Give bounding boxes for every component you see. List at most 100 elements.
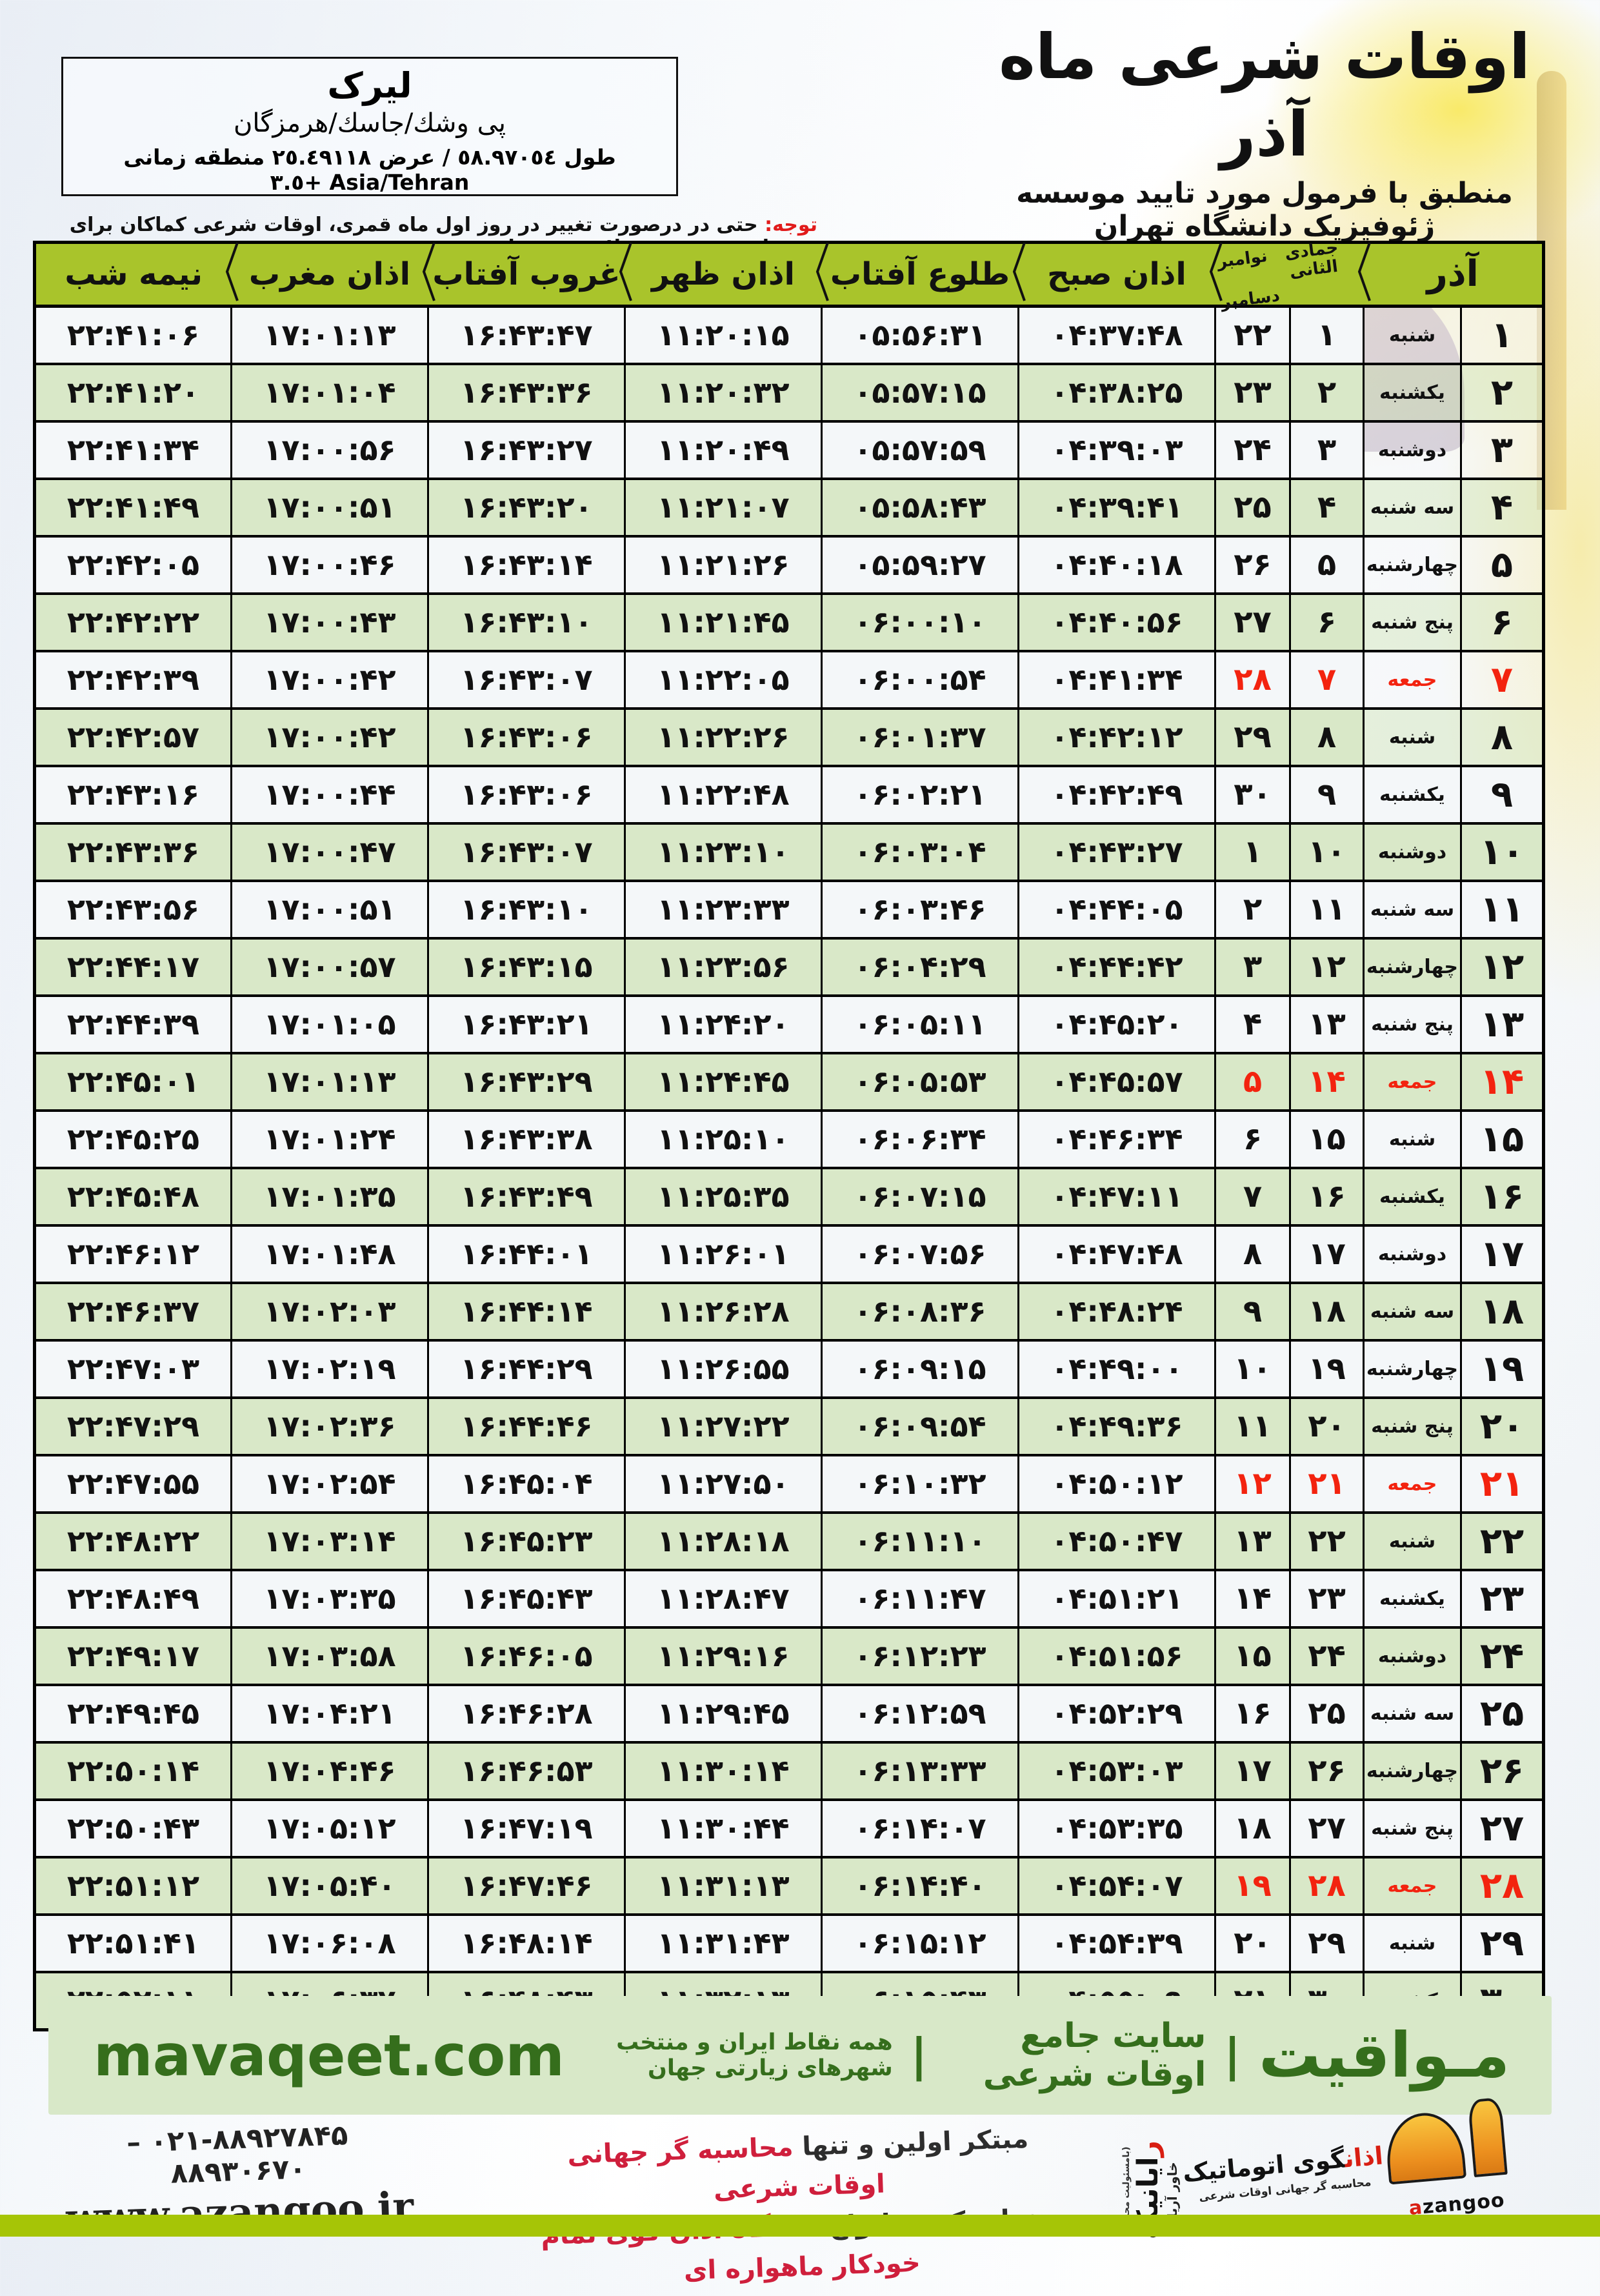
chevron-divider-icon bbox=[619, 242, 633, 301]
table-row: ۲۴ دوشنبه ۲۴ ۱۵ ۰۴:۵۱:۵۶ ۰۶:۱۲:۲۳ ۱۱:۲۹:… bbox=[33, 1626, 1545, 1686]
table-row: ۹ یکشنبه ۹ ۳۰ ۰۴:۴۲:۴۹ ۰۶:۰۲:۲۱ ۱۱:۲۲:۴۸… bbox=[33, 764, 1545, 825]
dhuhr-time: ۱۱:۲۳:۱۰ bbox=[623, 821, 823, 882]
sunset-time: ۱۶:۴۳:۰۷ bbox=[426, 821, 626, 882]
sunset-time: ۱۶:۴۴:۰۱ bbox=[426, 1224, 626, 1284]
sunrise-time: ۰۶:۰۳:۰۴ bbox=[820, 821, 1019, 882]
table-row: ۱ شنبه ۱ ۲۲ ۰۴:۳۷:۴۸ ۰۵:۵۶:۳۱ ۱۱:۲۰:۱۵ ۱… bbox=[33, 305, 1545, 365]
maghrib-time: ۱۷:۰۰:۵۶ bbox=[230, 419, 429, 480]
fajr-time: ۰۴:۵۰:۴۷ bbox=[1017, 1511, 1216, 1571]
sunset-time: ۱۶:۴۷:۴۶ bbox=[426, 1855, 626, 1916]
gregorian-day-number: ۹ bbox=[1214, 1281, 1291, 1342]
maghrib-time: ۱۷:۰۰:۵۱ bbox=[230, 477, 429, 538]
hijri-day-number: ۲۰ bbox=[1288, 1396, 1365, 1456]
dhuhr-time: ۱۱:۲۳:۳۳ bbox=[623, 879, 823, 940]
sunrise-time: ۰۵:۵۸:۴۳ bbox=[820, 477, 1019, 538]
fajr-time: ۰۴:۵۲:۲۹ bbox=[1017, 1683, 1216, 1744]
sunrise-time: ۰۶:۰۲:۲۱ bbox=[820, 764, 1019, 825]
sunrise-time: ۰۶:۱۵:۱۲ bbox=[820, 1913, 1019, 1973]
chevron-divider-icon bbox=[423, 242, 436, 301]
weekday-name: یکشنبه bbox=[1362, 362, 1463, 423]
dhuhr-time: ۱۱:۳۱:۴۳ bbox=[623, 1913, 823, 1973]
gregorian-day-number: ۱۹ bbox=[1214, 1855, 1291, 1916]
weekday-name: پنج شنبه bbox=[1362, 1396, 1463, 1456]
sunrise-time: ۰۶:۱۲:۲۳ bbox=[820, 1626, 1019, 1686]
sunset-time: ۱۶:۴۴:۱۴ bbox=[426, 1281, 626, 1342]
hijri-day-number: ۱۹ bbox=[1288, 1338, 1365, 1399]
table-row: ۲۹ شنبه ۲۹ ۲۰ ۰۴:۵۴:۳۹ ۰۶:۱۵:۱۲ ۱۱:۳۱:۴۳… bbox=[33, 1913, 1545, 1973]
sunrise-time: ۰۶:۰۶:۳۴ bbox=[820, 1109, 1019, 1169]
hijri-day-number: ۱۰ bbox=[1288, 821, 1365, 882]
midnight-time: ۲۲:۴۲:۵۷ bbox=[33, 707, 232, 767]
hijri-day-number: ۴ bbox=[1288, 477, 1365, 538]
rayanik-logo: (بامسئولیت محدود) رایانیک خاور آریا bbox=[1116, 2123, 1213, 2239]
midnight-time: ۲۲:۴۱:۳۴ bbox=[33, 419, 232, 480]
azar-day-number: ۱ bbox=[1460, 305, 1545, 365]
fajr-time: ۰۴:۳۷:۴۸ bbox=[1017, 305, 1216, 365]
fajr-time: ۰۴:۴۰:۵۶ bbox=[1017, 592, 1216, 652]
sunrise-time: ۰۶:۰۷:۱۵ bbox=[820, 1166, 1019, 1227]
azar-day-number: ۱۵ bbox=[1460, 1109, 1545, 1169]
weekday-name: یکشنبه bbox=[1362, 1166, 1463, 1227]
gregorian-day-number: ۱۸ bbox=[1214, 1798, 1291, 1858]
header-sunset: غروب آفتاب bbox=[423, 241, 625, 308]
gregorian-day-number: ۱ bbox=[1214, 821, 1291, 882]
table-row: ۱۴ جمعه ۱۴ ۵ ۰۴:۴۵:۵۷ ۰۶:۰۵:۵۳ ۱۱:۲۴:۴۵ … bbox=[33, 1051, 1545, 1112]
gregorian-day-number: ۲۰ bbox=[1214, 1913, 1291, 1973]
chevron-divider-icon bbox=[1358, 242, 1372, 301]
midnight-time: ۲۲:۴۷:۲۹ bbox=[33, 1396, 232, 1456]
dhuhr-time: ۱۱:۲۷:۵۰ bbox=[623, 1453, 823, 1514]
sunrise-time: ۰۶:۱۱:۴۷ bbox=[820, 1568, 1019, 1629]
maghrib-time: ۱۷:۰۱:۰۵ bbox=[230, 994, 429, 1054]
table-row: ۲۸ جمعه ۲۸ ۱۹ ۰۴:۵۴:۰۷ ۰۶:۱۴:۴۰ ۱۱:۳۱:۱۳… bbox=[33, 1855, 1545, 1916]
sunset-time: ۱۶:۴۴:۴۶ bbox=[426, 1396, 626, 1456]
dhuhr-time: ۱۱:۲۶:۰۱ bbox=[623, 1224, 823, 1284]
azar-day-number: ۱۹ bbox=[1460, 1338, 1545, 1399]
azar-day-number: ۲۶ bbox=[1460, 1740, 1545, 1801]
sunrise-time: ۰۶:۰۷:۵۶ bbox=[820, 1224, 1019, 1284]
sunrise-time: ۰۶:۰۰:۱۰ bbox=[820, 592, 1019, 652]
maghrib-time: ۱۷:۰۱:۴۸ bbox=[230, 1224, 429, 1284]
maghrib-time: ۱۷:۰۱:۳۵ bbox=[230, 1166, 429, 1227]
azar-day-number: ۷ bbox=[1460, 649, 1545, 710]
sunrise-time: ۰۵:۵۷:۵۹ bbox=[820, 419, 1019, 480]
dhuhr-time: ۱۱:۲۰:۳۲ bbox=[623, 362, 823, 423]
maghrib-time: ۱۷:۰۶:۰۸ bbox=[230, 1913, 429, 1973]
midnight-time: ۲۲:۴۸:۴۹ bbox=[33, 1568, 232, 1629]
azar-day-number: ۲۳ bbox=[1460, 1568, 1545, 1629]
weekday-name: پنج شنبه bbox=[1362, 994, 1463, 1054]
gregorian-day-number: ۱۰ bbox=[1214, 1338, 1291, 1399]
gregorian-day-number: ۲۳ bbox=[1214, 362, 1291, 423]
weekday-name: یکشنبه bbox=[1362, 1568, 1463, 1629]
maghrib-time: ۱۷:۰۵:۴۰ bbox=[230, 1855, 429, 1916]
hijri-day-number: ۸ bbox=[1288, 707, 1365, 767]
sunrise-time: ۰۶:۱۱:۱۰ bbox=[820, 1511, 1019, 1571]
fajr-time: ۰۴:۴۴:۴۲ bbox=[1017, 936, 1216, 997]
dhuhr-time: ۱۱:۲۸:۴۷ bbox=[623, 1568, 823, 1629]
fajr-time: ۰۴:۴۵:۵۷ bbox=[1017, 1051, 1216, 1112]
sunset-time: ۱۶:۴۳:۲۷ bbox=[426, 419, 626, 480]
fajr-time: ۰۴:۴۳:۲۷ bbox=[1017, 821, 1216, 882]
fajr-time: ۰۴:۵۱:۲۱ bbox=[1017, 1568, 1216, 1629]
weekday-name: پنج شنبه bbox=[1362, 592, 1463, 652]
midnight-time: ۲۲:۴۶:۱۲ bbox=[33, 1224, 232, 1284]
midnight-time: ۲۲:۴۳:۵۶ bbox=[33, 879, 232, 940]
azar-day-number: ۲۹ bbox=[1460, 1913, 1545, 1973]
table-row: ۸ شنبه ۸ ۲۹ ۰۴:۴۲:۱۲ ۰۶:۰۱:۳۷ ۱۱:۲۲:۲۶ ۱… bbox=[33, 707, 1545, 767]
sunset-time: ۱۶:۴۳:۱۵ bbox=[426, 936, 626, 997]
dhuhr-time: ۱۱:۲۳:۵۶ bbox=[623, 936, 823, 997]
fajr-time: ۰۴:۳۹:۰۳ bbox=[1017, 419, 1216, 480]
table-body: ۱ شنبه ۱ ۲۲ ۰۴:۳۷:۴۸ ۰۵:۵۶:۳۱ ۱۱:۲۰:۱۵ ۱… bbox=[33, 305, 1545, 2031]
sunrise-time: ۰۵:۵۷:۱۵ bbox=[820, 362, 1019, 423]
maghrib-time: ۱۷:۰۱:۱۳ bbox=[230, 305, 429, 365]
maghrib-time: ۱۷:۰۳:۱۴ bbox=[230, 1511, 429, 1571]
dhuhr-time: ۱۱:۲۲:۰۵ bbox=[623, 649, 823, 710]
midnight-time: ۲۲:۴۹:۱۷ bbox=[33, 1626, 232, 1686]
gregorian-day-number: ۲۵ bbox=[1214, 477, 1291, 538]
chevron-divider-icon bbox=[226, 242, 239, 301]
location-box: لیرک پی وشك/جاسك/هرمزگان طول ٥٨.٩٧٠٥٤ / … bbox=[61, 57, 678, 196]
gregorian-day-number: ۲ bbox=[1214, 879, 1291, 940]
sunset-time: ۱۶:۴۴:۲۹ bbox=[426, 1338, 626, 1399]
sunset-time: ۱۶:۴۶:۵۳ bbox=[426, 1740, 626, 1801]
dhuhr-time: ۱۱:۲۵:۱۰ bbox=[623, 1109, 823, 1169]
page-title: اوقات شرعی ماه آذر bbox=[999, 21, 1530, 170]
